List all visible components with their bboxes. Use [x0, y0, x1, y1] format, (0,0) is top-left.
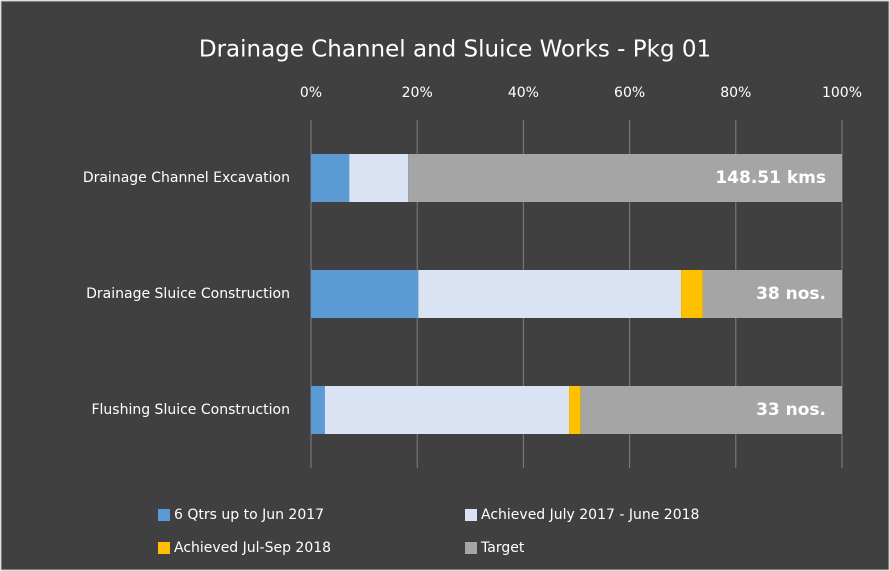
x-tick-label: 100% [822, 85, 862, 101]
legend-swatch [158, 542, 170, 554]
y-tick-label: Drainage Channel Excavation [83, 170, 290, 186]
bar-segment [702, 270, 842, 318]
bar-segment [408, 154, 842, 202]
y-tick-label: Flushing Sluice Construction [91, 402, 290, 418]
x-tick-label: 40% [508, 85, 539, 101]
legend-label: Achieved Jul-Sep 2018 [174, 540, 331, 556]
x-tick-label: 20% [402, 85, 433, 101]
legend-swatch [465, 542, 477, 554]
bar-segment [311, 270, 419, 318]
bar-annotation: 38 nos. [756, 284, 826, 304]
bar-segment [311, 154, 350, 202]
legend-label: Achieved July 2017 - June 2018 [481, 507, 699, 523]
bar-segment [580, 386, 842, 434]
bar-segment [349, 154, 409, 202]
bar-segment [324, 386, 570, 434]
legend-swatch [465, 509, 477, 521]
x-tick-label: 60% [614, 85, 645, 101]
x-tick-label: 80% [720, 85, 751, 101]
legend-label: 6 Qtrs up to Jun 2017 [174, 507, 324, 523]
bar-annotation: 33 nos. [756, 400, 826, 420]
chart-title: Drainage Channel and Sluice Works - Pkg … [199, 37, 711, 63]
legend-swatch [158, 509, 170, 521]
y-tick-label: Drainage Sluice Construction [86, 286, 290, 302]
bar-annotation: 148.51 kms [715, 168, 826, 188]
bar-segment [681, 270, 703, 318]
bar-segment [418, 270, 682, 318]
legend-label: Target [480, 540, 525, 556]
x-tick-label: 0% [300, 85, 322, 101]
bar-segment [311, 386, 325, 434]
bar-segment [569, 386, 581, 434]
